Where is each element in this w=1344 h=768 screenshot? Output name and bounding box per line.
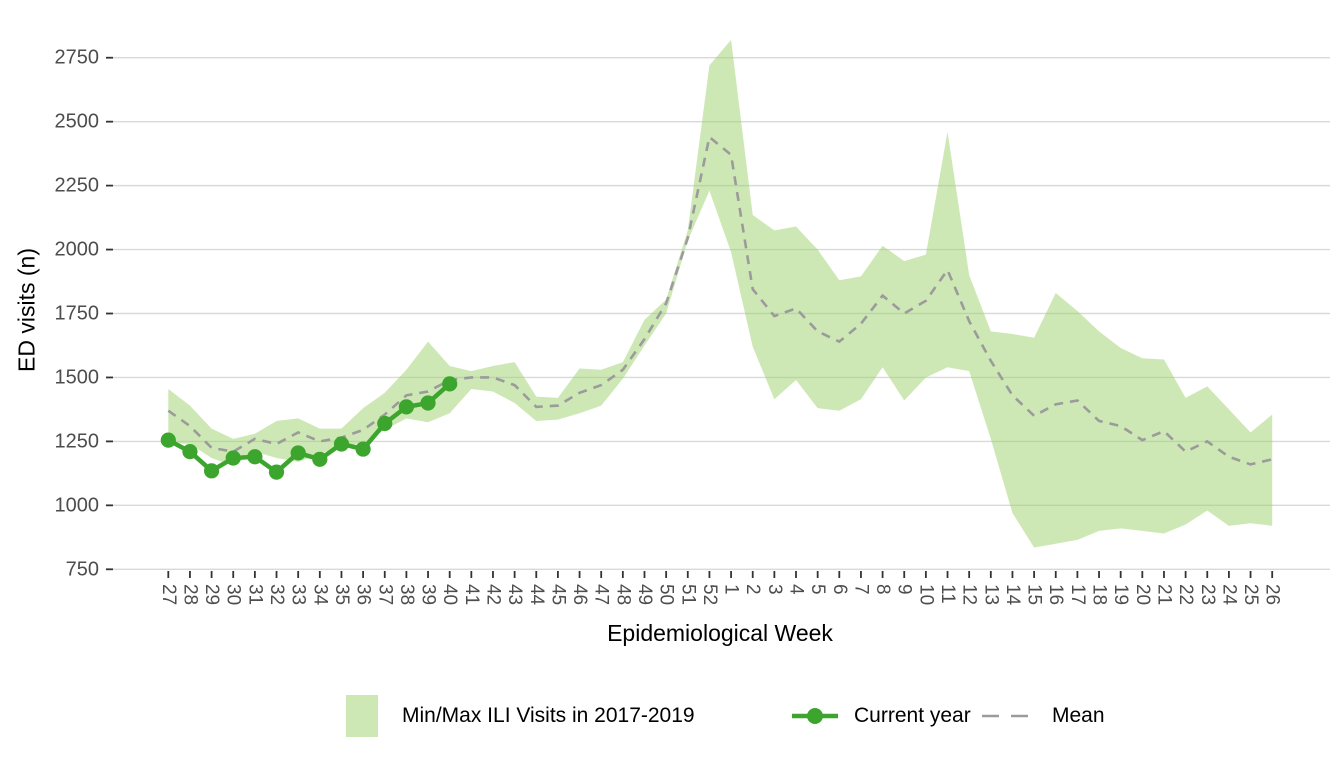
svg-text:2000: 2000 [55,239,100,261]
x-axis-title: Epidemiological Week [607,620,833,646]
svg-text:1500: 1500 [55,366,100,388]
svg-text:37: 37 [374,584,395,605]
svg-text:2: 2 [742,584,763,595]
svg-text:49: 49 [634,584,655,605]
svg-text:6: 6 [829,584,850,595]
svg-text:5: 5 [807,584,828,595]
svg-text:26: 26 [1262,584,1283,605]
svg-text:11: 11 [937,584,958,604]
svg-text:1250: 1250 [55,430,100,452]
mean-key-icon [982,714,1036,718]
svg-text:43: 43 [504,584,525,605]
svg-text:45: 45 [547,584,568,605]
svg-text:1000: 1000 [55,494,100,516]
svg-text:44: 44 [526,584,547,606]
svg-text:40: 40 [439,584,460,605]
svg-text:3: 3 [764,584,785,595]
svg-text:12: 12 [959,584,980,605]
svg-text:28: 28 [179,584,200,605]
svg-text:15: 15 [1024,584,1045,605]
svg-text:750: 750 [66,558,99,580]
svg-text:32: 32 [266,584,287,605]
svg-text:1750: 1750 [55,303,100,325]
svg-text:46: 46 [569,584,590,605]
svg-text:2250: 2250 [55,175,100,197]
svg-text:47: 47 [591,584,612,605]
x-axis-ticks: 27 28 29 30 31 32 33 34 35 36 37 38 39 40 41 42 43 44 45 46… [158,571,1283,606]
svg-text:17: 17 [1067,584,1088,605]
svg-text:42: 42 [482,584,503,605]
legend-band-label: Min/Max ILI Visits in 2017-2019 [402,704,695,727]
svg-text:22: 22 [1175,584,1196,605]
band-swatch-icon [346,695,378,737]
svg-text:36: 36 [353,584,374,605]
y-axis-title: ED visits (n) [13,248,40,372]
y-axis-ticks: 750 1000 1250 1500 1750 2000 2250 2500 2750 [55,47,113,580]
svg-text:35: 35 [331,584,352,605]
svg-text:27: 27 [158,584,179,605]
svg-text:9: 9 [894,584,915,595]
svg-text:21: 21 [1153,584,1174,605]
svg-text:4: 4 [786,584,807,595]
svg-text:39: 39 [418,584,439,605]
svg-text:19: 19 [1110,584,1131,605]
svg-text:13: 13 [980,584,1001,605]
legend-current-label: Current year [854,704,971,727]
legend-mean-label: Mean [1052,704,1105,727]
svg-text:50: 50 [656,584,677,605]
svg-text:38: 38 [396,584,417,605]
svg-text:2750: 2750 [55,47,100,69]
svg-text:2500: 2500 [55,111,100,133]
svg-text:52: 52 [699,584,720,605]
legend-item-current-year: Current year [791,694,971,738]
svg-text:29: 29 [201,584,222,605]
minmax-band [168,39,1273,548]
svg-text:33: 33 [288,584,309,605]
svg-text:16: 16 [1045,584,1066,605]
legend-item-minmax-band: Min/Max ILI Visits in 2017-2019 [346,694,695,738]
svg-text:31: 31 [244,584,265,605]
svg-text:34: 34 [309,584,330,606]
svg-text:10: 10 [915,584,936,605]
svg-text:18: 18 [1089,584,1110,605]
svg-text:41: 41 [461,584,482,605]
svg-text:14: 14 [1002,584,1023,606]
svg-text:24: 24 [1218,584,1239,606]
svg-text:51: 51 [677,584,698,605]
svg-text:1: 1 [721,584,742,595]
current-year-line [160,376,458,480]
legend-item-mean: Mean [981,694,1105,738]
svg-text:7: 7 [850,584,871,595]
svg-text:8: 8 [872,584,893,595]
current-year-key-icon [792,708,838,724]
svg-text:48: 48 [612,584,633,605]
svg-text:30: 30 [223,584,244,605]
svg-text:23: 23 [1197,584,1218,605]
svg-text:25: 25 [1240,584,1261,605]
legend: Min/Max ILI Visits in 2017-2019 Current … [0,694,1344,738]
mean-line [167,134,1273,466]
svg-text:20: 20 [1132,584,1153,605]
